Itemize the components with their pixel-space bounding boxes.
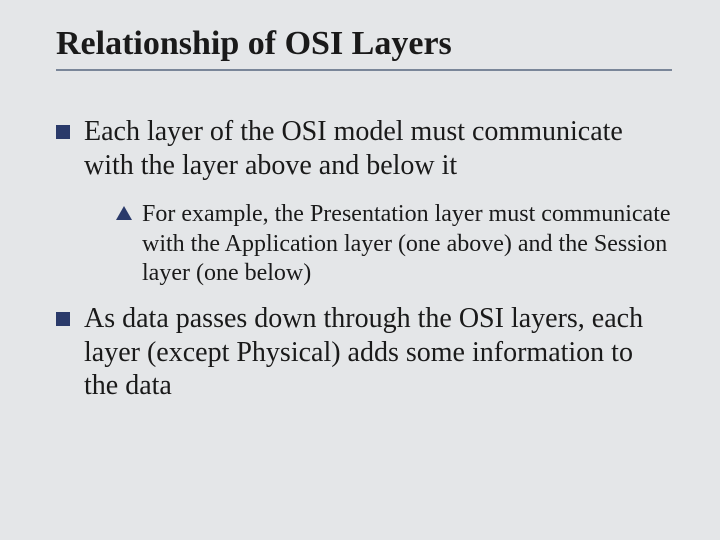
triangle-bullet-icon — [116, 206, 132, 220]
title-underline — [56, 69, 672, 71]
list-item: Each layer of the OSI model must communi… — [56, 115, 672, 182]
slide: Relationship of OSI Layers Each layer of… — [0, 0, 720, 540]
slide-title: Relationship of OSI Layers — [56, 24, 672, 63]
title-block: Relationship of OSI Layers — [56, 24, 672, 71]
bullet-text: Each layer of the OSI model must communi… — [84, 115, 672, 182]
sublist: For example, the Presentation layer must… — [116, 200, 672, 288]
square-bullet-icon — [56, 125, 70, 139]
slide-body: Each layer of the OSI model must communi… — [56, 115, 672, 403]
list-item: For example, the Presentation layer must… — [116, 200, 672, 288]
square-bullet-icon — [56, 312, 70, 326]
bullet-text: For example, the Presentation layer must… — [142, 200, 672, 288]
list-item: As data passes down through the OSI laye… — [56, 302, 672, 403]
bullet-text: As data passes down through the OSI laye… — [84, 302, 672, 403]
